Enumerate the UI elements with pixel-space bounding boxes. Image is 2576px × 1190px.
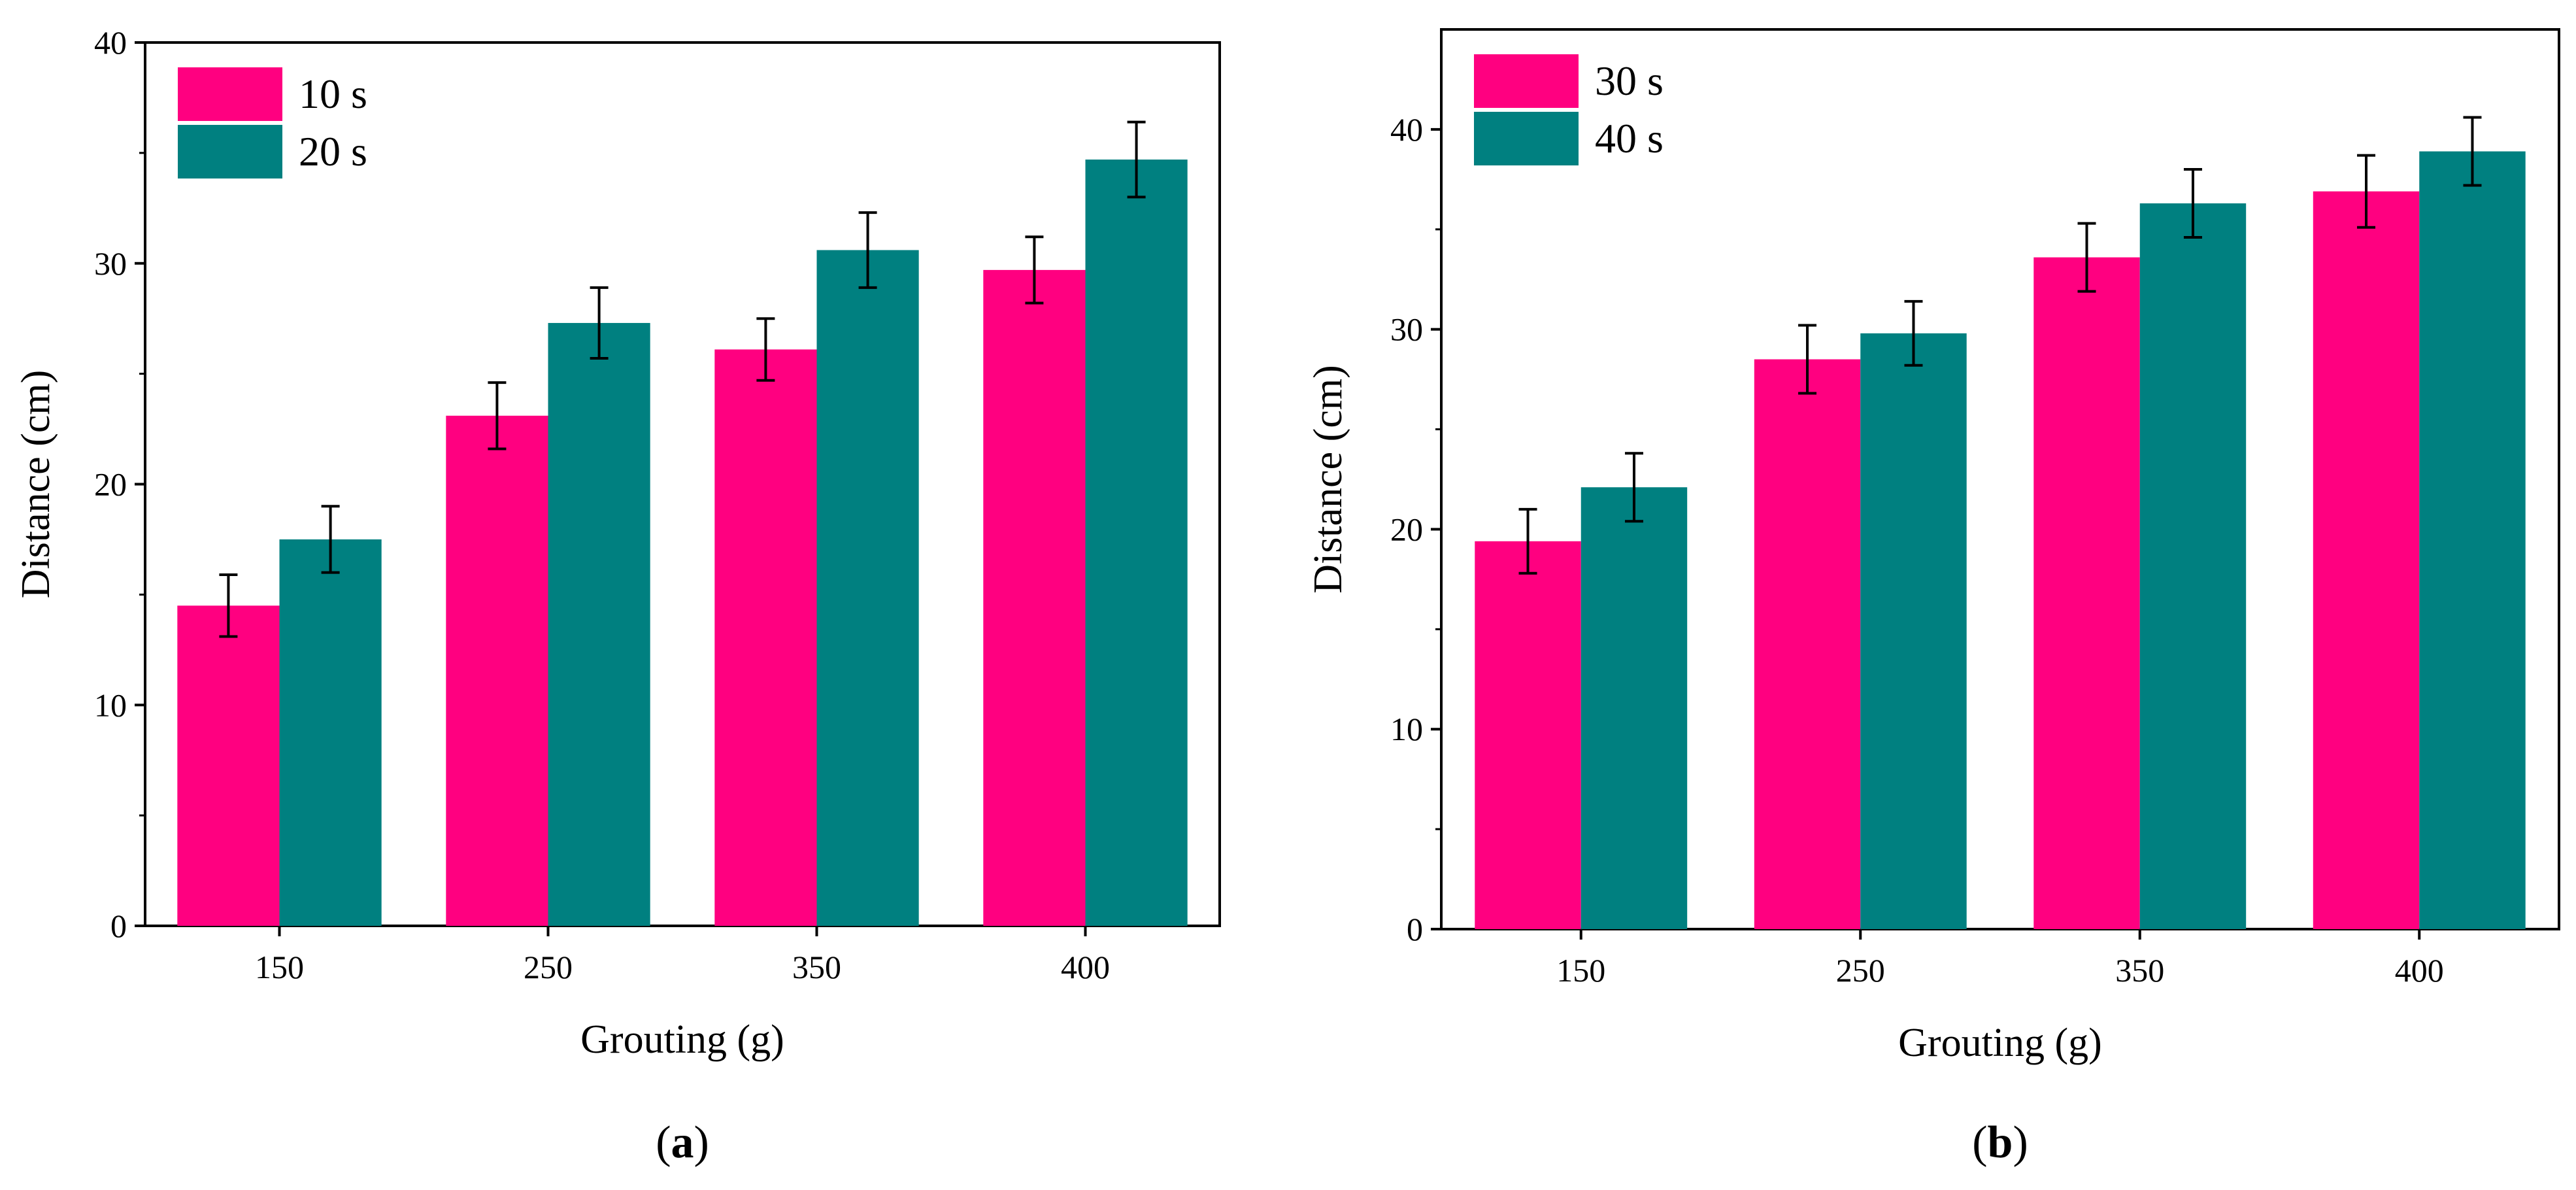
bar <box>2033 257 2140 929</box>
x-tick-label: 350 <box>792 949 841 985</box>
y-axis-label: Distance (cm) <box>1306 365 1350 593</box>
chart-panel-a: 0 10 20 30 40 150 250 350 400 Grouting (g) Distanc… <box>14 24 1221 1168</box>
bar <box>2313 191 2420 930</box>
bar <box>816 250 919 926</box>
plot-frame <box>1440 28 2560 930</box>
chart-panel-b: 0 10 20 30 40 150 250 350 400 Grouting (g) Distanc… <box>1306 28 2560 1168</box>
panel-label: (a) <box>656 1117 709 1168</box>
y-tick-label: 10 <box>94 687 127 723</box>
panel-label: (b) <box>1972 1117 2028 1168</box>
bar <box>2419 151 2526 930</box>
y-tick-label: 10 <box>1390 711 1423 747</box>
x-tick-label: 250 <box>524 949 573 985</box>
x-axis-label: Grouting (g) <box>580 1017 784 1062</box>
legend-swatch <box>1474 54 1579 108</box>
bar <box>1475 541 1581 929</box>
bar <box>1860 333 1967 929</box>
x-tick-label: 150 <box>1556 952 1605 989</box>
x-tick-label: 250 <box>1836 952 1885 989</box>
x-tick-label: 400 <box>1061 949 1110 985</box>
bar <box>983 269 1086 926</box>
y-tick-label: 20 <box>94 466 127 503</box>
x-tick-label: 150 <box>255 949 304 985</box>
y-tick-label: 30 <box>1390 311 1423 348</box>
y-tick-label: 20 <box>1390 511 1423 547</box>
bar <box>446 415 548 926</box>
bar <box>714 349 817 926</box>
y-tick-label: 40 <box>1390 111 1423 148</box>
y-tick-label: 0 <box>1407 911 1423 947</box>
panel-label-close: ) <box>694 1117 709 1168</box>
x-axis-label: Grouting (g) <box>1898 1021 2102 1065</box>
legend-swatch <box>1474 112 1579 165</box>
bar <box>548 322 650 926</box>
panel-label-open: ( <box>1972 1117 1987 1168</box>
legend-label: 30 s <box>1595 58 1664 104</box>
bar <box>177 605 280 926</box>
y-tick-label: 40 <box>94 24 127 61</box>
legend-label: 20 s <box>299 128 367 175</box>
bar <box>1581 487 1688 929</box>
bar <box>1085 160 1188 926</box>
legend-swatch <box>178 125 282 178</box>
x-tick-label: 400 <box>2395 952 2444 989</box>
panel-label-open: ( <box>656 1117 671 1168</box>
panel-label-close: ) <box>2013 1117 2028 1168</box>
bar <box>1754 359 1861 929</box>
legend-label: 40 s <box>1595 115 1664 162</box>
legend-swatch <box>178 67 282 121</box>
panel-label-letter: b <box>1988 1117 2013 1168</box>
bar <box>2139 203 2247 930</box>
panel-label-letter: a <box>671 1117 694 1168</box>
x-tick-label: 350 <box>2115 952 2164 989</box>
y-tick-label: 0 <box>110 908 127 944</box>
y-tick-label: 30 <box>94 245 127 282</box>
y-axis-label: Distance (cm) <box>14 370 58 598</box>
legend-label: 10 s <box>299 71 367 117</box>
bar <box>279 539 382 926</box>
